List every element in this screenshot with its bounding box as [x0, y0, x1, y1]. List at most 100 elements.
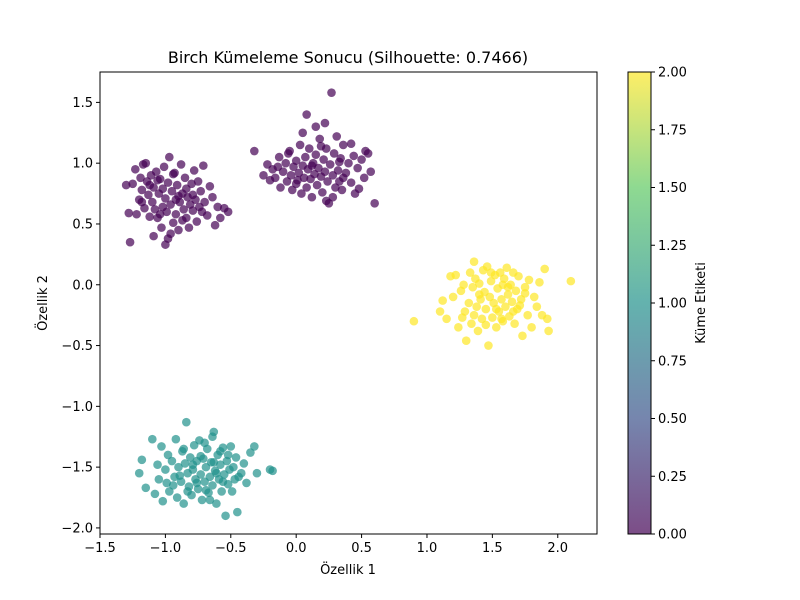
point-cluster-0: [145, 212, 154, 221]
point-cluster-0: [297, 189, 306, 198]
point-cluster-0: [188, 206, 198, 215]
point-cluster-2: [467, 319, 476, 328]
point-cluster-1: [197, 495, 207, 505]
point-cluster-0: [121, 180, 131, 190]
point-cluster-2: [543, 314, 552, 324]
point-cluster-0: [302, 183, 311, 192]
point-cluster-0: [310, 169, 319, 179]
point-cluster-0: [273, 162, 283, 172]
point-cluster-1: [205, 472, 215, 482]
colorbar-tick-label: 1.00: [658, 297, 687, 312]
x-tick-label: 0.5: [351, 541, 372, 556]
point-cluster-0: [299, 173, 309, 183]
point-cluster-1: [148, 434, 157, 444]
point-cluster-2: [469, 310, 479, 320]
point-cluster-0: [137, 197, 147, 207]
point-cluster-2: [473, 326, 483, 336]
point-cluster-2: [514, 271, 523, 281]
point-cluster-0: [337, 185, 347, 195]
point-cluster-0: [199, 161, 208, 170]
point-cluster-2: [495, 268, 505, 277]
point-cluster-2: [438, 296, 447, 305]
point-cluster-0: [354, 184, 364, 194]
point-cluster-2: [566, 276, 576, 286]
colorbar-label: Küme Etiketi: [694, 262, 709, 344]
x-tick-label: 2.0: [547, 541, 568, 556]
point-cluster-2: [454, 323, 463, 332]
point-cluster-0: [145, 180, 154, 190]
point-cluster-0: [144, 190, 153, 200]
x-tick-label: 1.0: [417, 541, 438, 556]
point-cluster-0: [179, 205, 189, 214]
point-cluster-0: [131, 164, 140, 174]
point-cluster-1: [216, 460, 225, 470]
x-tick-label: −0.5: [215, 541, 247, 556]
point-cluster-1: [250, 442, 259, 451]
point-cluster-1: [161, 465, 170, 474]
point-cluster-2: [508, 307, 518, 316]
point-cluster-0: [163, 178, 173, 187]
point-cluster-2: [520, 282, 530, 292]
point-cluster-0: [128, 179, 137, 189]
point-cluster-2: [461, 336, 471, 345]
point-cluster-2: [409, 316, 419, 326]
colorbar-tick-label: 1.25: [658, 239, 687, 254]
point-cluster-0: [276, 183, 285, 192]
point-cluster-2: [518, 331, 527, 341]
point-cluster-0: [319, 155, 328, 164]
y-tick-label: 1.5: [72, 96, 93, 111]
point-cluster-0: [274, 152, 284, 162]
point-cluster-0: [361, 146, 370, 156]
point-cluster-0: [158, 184, 168, 194]
point-cluster-0: [286, 171, 296, 180]
point-cluster-2: [503, 290, 513, 299]
point-cluster-1: [168, 481, 178, 490]
point-cluster-2: [544, 326, 553, 336]
point-cluster-2: [464, 298, 474, 308]
point-cluster-0: [210, 220, 220, 230]
point-cluster-0: [176, 160, 186, 169]
point-cluster-1: [223, 450, 233, 460]
point-cluster-2: [491, 304, 501, 314]
point-cluster-1: [227, 487, 237, 496]
point-cluster-0: [346, 139, 356, 149]
point-cluster-0: [168, 218, 178, 228]
point-cluster-2: [474, 290, 484, 299]
point-cluster-0: [315, 134, 325, 144]
point-cluster-1: [218, 477, 228, 487]
point-cluster-1: [134, 468, 144, 478]
point-cluster-1: [167, 456, 177, 466]
y-tick-label: −0.5: [61, 339, 93, 354]
point-cluster-1: [174, 462, 183, 472]
point-cluster-0: [149, 231, 158, 241]
point-cluster-2: [529, 292, 539, 302]
point-cluster-0: [320, 167, 330, 176]
point-cluster-0: [318, 188, 327, 197]
point-cluster-2: [465, 268, 475, 277]
point-cluster-0: [141, 158, 151, 168]
point-cluster-0: [265, 175, 275, 185]
point-cluster-0: [321, 196, 331, 206]
point-cluster-1: [196, 451, 206, 461]
point-cluster-1: [252, 468, 262, 478]
point-cluster-1: [216, 447, 225, 456]
point-cluster-0: [192, 217, 202, 226]
point-cluster-0: [184, 223, 194, 232]
colorbar-tick-label: 0.00: [658, 528, 687, 543]
point-cluster-1: [180, 459, 190, 468]
point-cluster-0: [182, 184, 191, 194]
point-cluster-1: [154, 474, 164, 484]
point-cluster-0: [162, 207, 172, 217]
point-cluster-0: [188, 190, 198, 200]
point-cluster-2: [511, 286, 521, 296]
y-tick-label: −1.0: [61, 400, 93, 415]
point-cluster-0: [174, 225, 183, 235]
point-cluster-1: [201, 485, 211, 495]
point-cluster-0: [189, 166, 199, 175]
point-cluster-0: [307, 192, 317, 202]
point-cluster-1: [192, 478, 202, 488]
point-cluster-0: [208, 192, 217, 202]
colorbar-tick-label: 0.25: [658, 470, 687, 485]
point-cluster-0: [178, 216, 187, 225]
